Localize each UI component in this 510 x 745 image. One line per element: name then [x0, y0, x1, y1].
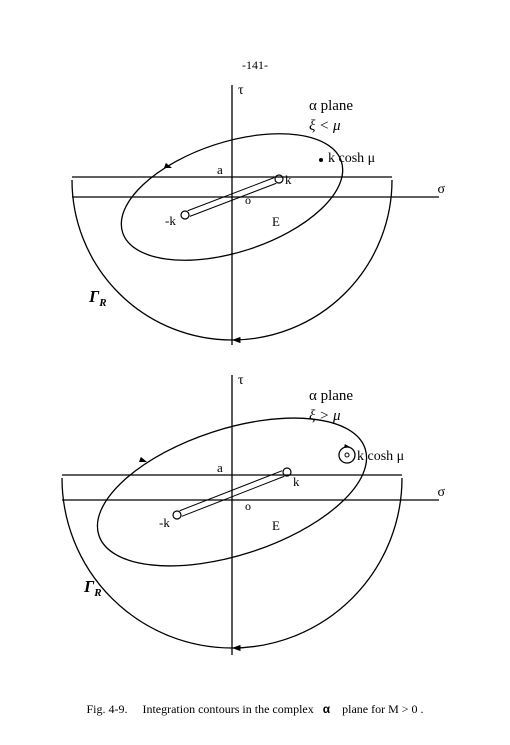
gamma-r-label: ΓR	[88, 287, 107, 309]
k-label: k	[293, 474, 300, 489]
caption-before: Integration contours in the complex	[142, 702, 313, 716]
minus-k-label: -k	[165, 213, 176, 228]
title1: α plane	[309, 98, 353, 114]
origin-label: o	[245, 499, 251, 513]
gamma-r-label: ΓR	[83, 577, 102, 599]
tau-label: τ	[238, 373, 244, 388]
sigma-label: σ	[437, 182, 445, 197]
figure-caption: Fig. 4-9. Integration contours in the co…	[0, 702, 510, 717]
page-number: -141-	[242, 58, 268, 73]
kcosh-marker	[339, 444, 355, 463]
caption-alpha: α	[323, 702, 330, 716]
sigma-label: σ	[437, 485, 445, 500]
kcosh-label: k cosh μ	[328, 151, 375, 166]
title2: ξ > μ	[309, 408, 341, 424]
origin-label: o	[245, 193, 251, 207]
kcosh-marker	[319, 158, 323, 162]
caption-after: plane for M > 0 .	[342, 702, 423, 716]
a-label: a	[217, 460, 223, 475]
a-label: a	[217, 162, 223, 177]
diagram-top: τ σ α plane ξ < μ k cosh μ a o E -k k ΓR	[47, 80, 447, 350]
k-label: k	[285, 172, 292, 187]
diagram-bottom: τ σ α plane ξ > μ k cosh μ a o E -k k ΓR	[47, 370, 447, 660]
tau-label: τ	[238, 83, 244, 98]
ellipse-e-label: E	[272, 518, 280, 533]
title2: ξ < μ	[309, 118, 341, 134]
caption-prefix: Fig. 4-9.	[86, 702, 127, 716]
kcosh-label: k cosh μ	[357, 449, 404, 464]
title1: α plane	[309, 388, 353, 404]
ellipse-e-label: E	[272, 214, 280, 229]
minus-k-label: -k	[159, 515, 170, 530]
